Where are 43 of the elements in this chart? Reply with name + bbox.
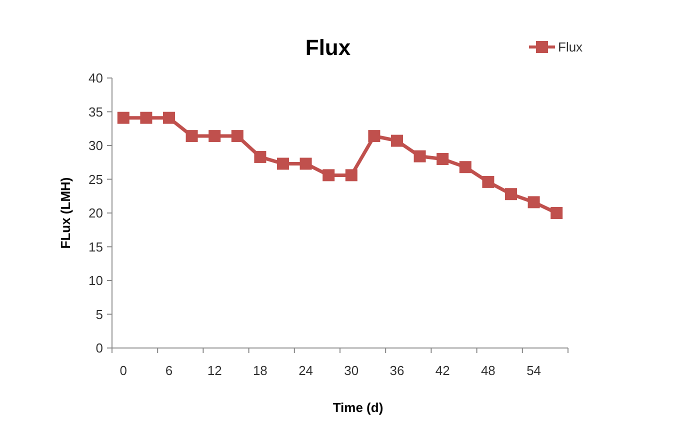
x-axis-title: Time (d) bbox=[332, 400, 384, 415]
point bbox=[391, 134, 403, 147]
x-tick-label: 42 bbox=[435, 363, 450, 378]
point bbox=[208, 130, 221, 142]
y-tick-label: 30 bbox=[88, 138, 103, 154]
y-tick-label: 20 bbox=[88, 206, 103, 221]
point bbox=[231, 130, 244, 142]
point bbox=[414, 150, 426, 162]
y-tick-label: 5 bbox=[96, 306, 103, 322]
point bbox=[254, 150, 266, 163]
point bbox=[436, 153, 449, 165]
y-tick-label: 35 bbox=[88, 104, 103, 120]
point bbox=[322, 169, 335, 182]
y-tick-label: 25 bbox=[88, 172, 103, 187]
y-tick-label: 0 bbox=[96, 340, 103, 356]
point bbox=[482, 176, 494, 188]
point bbox=[368, 130, 380, 142]
point bbox=[459, 161, 472, 174]
x-tick-label: 0 bbox=[120, 363, 128, 378]
point bbox=[528, 196, 540, 208]
point bbox=[277, 158, 289, 170]
point bbox=[140, 112, 152, 124]
point bbox=[163, 112, 175, 124]
y-tick-label: 40 bbox=[88, 70, 103, 86]
y-axis-title: FLux (LMH) bbox=[58, 177, 73, 249]
x-tick-label: 24 bbox=[298, 363, 314, 378]
x-tick-label: 6 bbox=[165, 363, 173, 378]
y-tick-label: 10 bbox=[88, 273, 103, 288]
point bbox=[505, 188, 517, 200]
point bbox=[186, 130, 198, 142]
x-tick-label: 36 bbox=[390, 363, 404, 378]
legend-label: Flux bbox=[558, 40, 584, 55]
point bbox=[117, 112, 130, 124]
point bbox=[345, 169, 358, 182]
chart-title: Flux bbox=[305, 35, 352, 60]
x-tick-label: 54 bbox=[526, 363, 542, 378]
y-tick-label: 15 bbox=[88, 239, 103, 254]
point bbox=[550, 207, 563, 219]
x-tick-label: 18 bbox=[252, 363, 268, 378]
x-tick-label: 48 bbox=[480, 363, 496, 378]
x-tick-label: 30 bbox=[344, 363, 359, 378]
point bbox=[300, 158, 312, 170]
x-tick-label: 12 bbox=[207, 363, 222, 378]
